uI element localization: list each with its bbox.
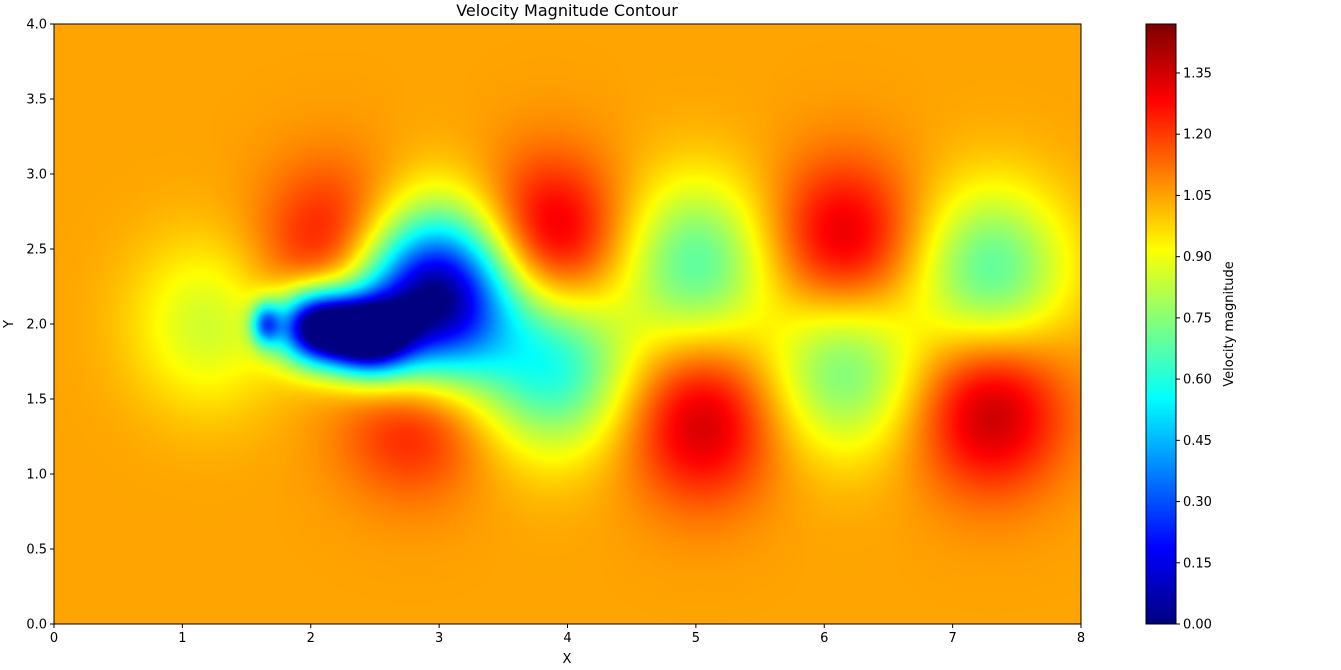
colorbar-tick-label: 0.15 — [1183, 556, 1212, 571]
x-tick-label: 4 — [563, 631, 571, 646]
y-axis: 0.0 0.5 1.0 1.5 2.0 2.5 3.0 3.5 4.0 — [26, 18, 54, 633]
y-axis-label: Y — [2, 320, 17, 329]
x-tick-label: 8 — [1077, 631, 1085, 646]
y-tick-label: 3.5 — [26, 93, 47, 108]
y-tick-label: 0.5 — [26, 543, 47, 558]
y-tick-label: 0.0 — [26, 618, 47, 633]
y-tick-label: 3.0 — [26, 168, 47, 183]
colorbar-tick-label: 0.75 — [1183, 311, 1212, 326]
colorbar-gradient — [1146, 24, 1176, 624]
plot-area — [53, 23, 1082, 625]
colorbar-tick-label: 0.60 — [1183, 373, 1212, 388]
x-tick-label: 1 — [178, 631, 186, 646]
chart-title: Velocity Magnitude Contour — [456, 1, 678, 20]
colorbar-tick-label: 1.05 — [1183, 189, 1212, 204]
colorbar-tick-label: 1.20 — [1183, 128, 1212, 143]
x-tick-label: 2 — [307, 631, 315, 646]
x-axis-label: X — [563, 652, 572, 667]
x-axis: 0 1 2 3 4 5 6 7 8 — [50, 624, 1085, 646]
colorbar-frame — [1145, 23, 1177, 625]
x-tick-label: 5 — [692, 631, 700, 646]
y-tick-label: 1.0 — [26, 468, 47, 483]
colorbar-tick-label: 0.45 — [1183, 434, 1212, 449]
colorbar-ticks: 0.00 0.15 0.30 0.45 0.60 0.75 0.90 1.05 1.20 1.35 — [1176, 66, 1212, 633]
x-tick-label: 6 — [820, 631, 828, 646]
y-tick-label: 1.5 — [26, 393, 47, 408]
colorbar-tick-label: 0.00 — [1183, 618, 1212, 633]
colorbar-label: Velocity magnitude — [1222, 261, 1237, 386]
colorbar: 0.00 0.15 0.30 0.45 0.60 0.75 0.90 1.05 1.20 1.35… — [1145, 23, 1237, 633]
x-tick-label: 3 — [435, 631, 443, 646]
colorbar-tick-label: 0.90 — [1183, 250, 1212, 265]
colorbar-tick-label: 1.35 — [1183, 66, 1212, 81]
y-tick-label: 2.0 — [26, 318, 47, 333]
contour-field — [54, 24, 1081, 624]
x-tick-label: 7 — [948, 631, 956, 646]
x-tick-label: 0 — [50, 631, 58, 646]
colorbar-tick-label: 0.30 — [1183, 495, 1212, 510]
y-tick-label: 2.5 — [26, 243, 47, 258]
y-tick-label: 4.0 — [26, 18, 47, 33]
